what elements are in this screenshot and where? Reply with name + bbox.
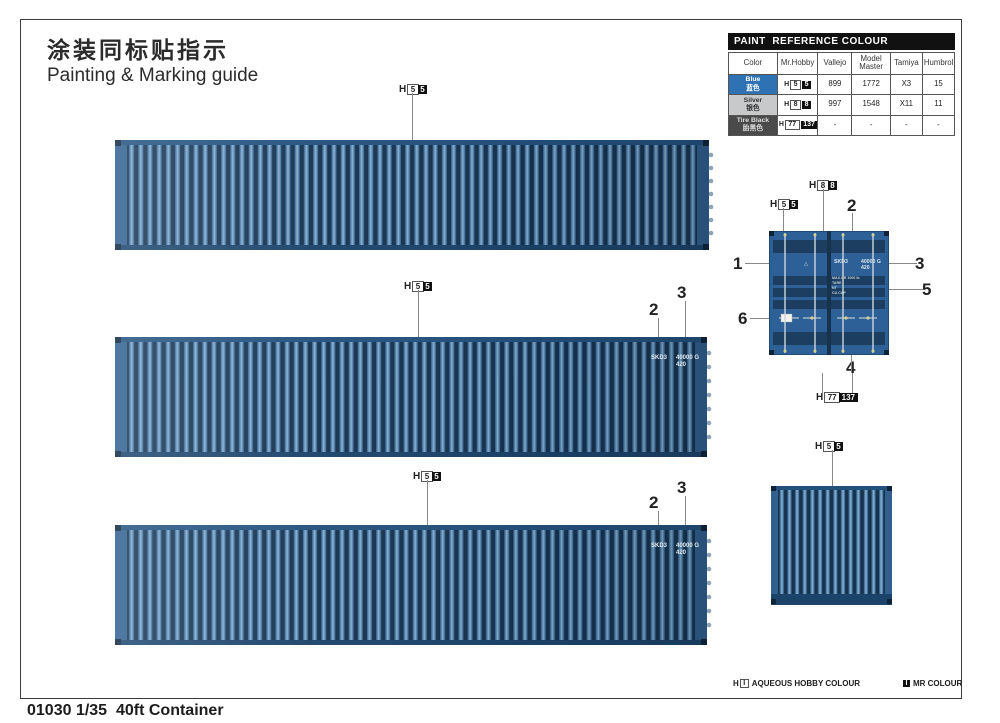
svg-text:420: 420	[861, 265, 870, 271]
svg-text:SKD3: SKD3	[651, 355, 668, 361]
svg-text:420: 420	[676, 550, 687, 556]
svg-text:MAX.GR 1000 lb: MAX.GR 1000 lb	[832, 276, 860, 280]
svg-text:CU.CAP: CU.CAP	[832, 291, 846, 295]
svg-text:40000 G: 40000 G	[676, 355, 699, 361]
svg-text:420: 420	[676, 362, 687, 368]
svg-text:TARE: TARE	[832, 281, 842, 285]
svg-text:40000 G: 40000 G	[676, 543, 699, 549]
svg-text:SKD3: SKD3	[651, 543, 668, 549]
svg-text:NT: NT	[832, 286, 838, 290]
svg-text:△: △	[804, 261, 808, 267]
svg-text:SKD3: SKD3	[834, 259, 848, 265]
